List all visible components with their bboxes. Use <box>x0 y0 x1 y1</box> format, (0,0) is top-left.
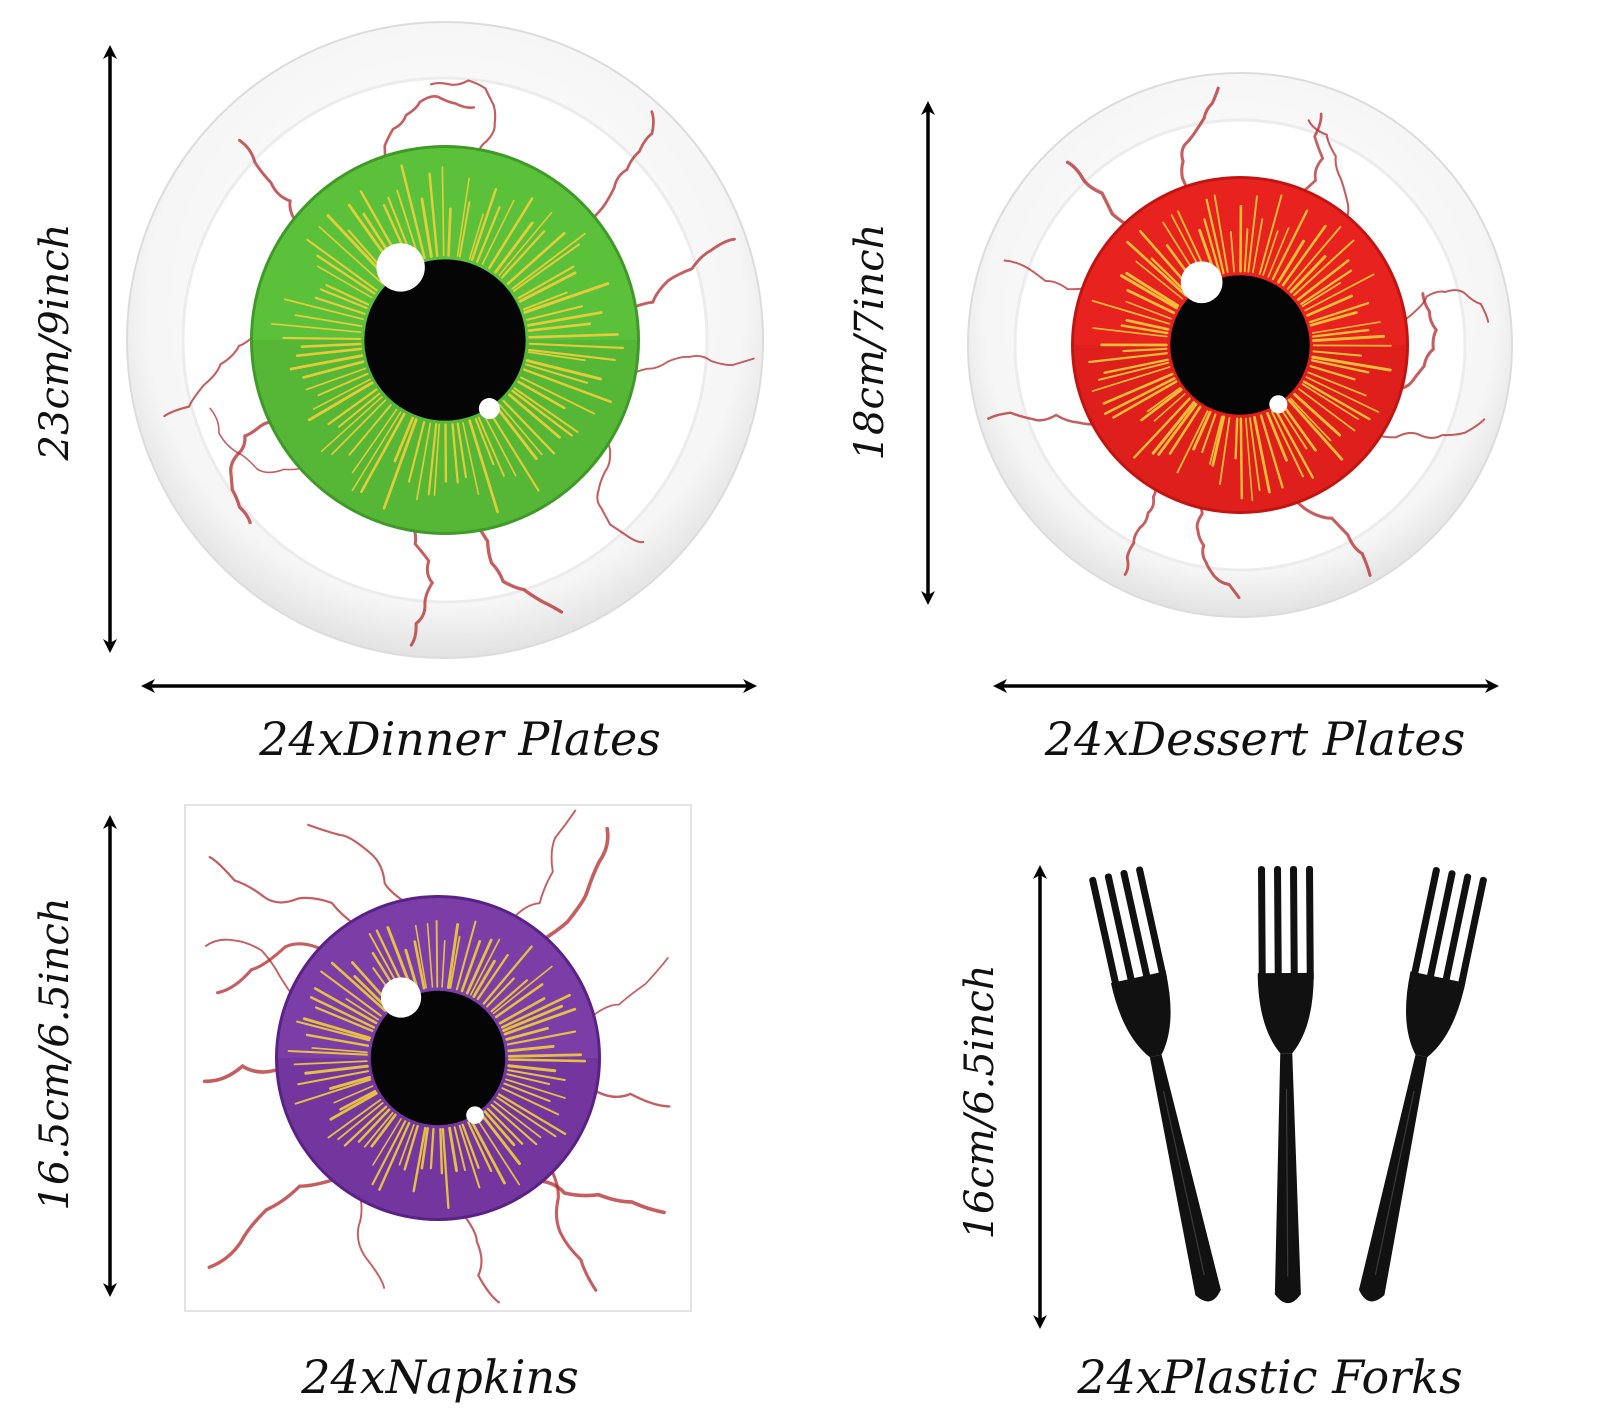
highlight <box>376 243 425 292</box>
fork <box>1358 867 1487 1302</box>
plastic-forks <box>1089 865 1487 1304</box>
green-eye-iris <box>250 145 640 535</box>
purple-eye-iris <box>275 895 601 1221</box>
highlight-small <box>478 398 500 420</box>
fork-size-label: 16cm/6.5inch <box>957 964 1003 1240</box>
vein-pattern <box>202 809 671 1304</box>
fork <box>1089 866 1221 1302</box>
napkins-caption: 24xNapkins <box>301 1350 579 1404</box>
fork <box>1257 865 1314 1304</box>
pupil <box>1170 275 1310 415</box>
dinner-size-label: 23cm/9inch <box>32 223 78 461</box>
dinner-plates-caption: 24xDinner Plates <box>259 712 661 766</box>
napkin-size-label: 16.5cm/6.5inch <box>32 897 78 1211</box>
dessert-plate <box>967 72 1513 618</box>
dessert-size-label: 18cm/7inch <box>847 223 893 461</box>
vein-pattern <box>163 79 755 647</box>
highlight-small <box>466 1106 484 1124</box>
highlight-small <box>1269 395 1288 414</box>
red-eye-iris <box>1071 176 1409 514</box>
dinner-plate <box>126 21 764 659</box>
pupil <box>370 990 506 1126</box>
highlight <box>380 977 422 1018</box>
iris-rays <box>1088 194 1392 502</box>
highlight <box>1180 261 1223 304</box>
vein-pattern <box>987 86 1490 600</box>
napkin <box>184 804 692 1312</box>
dessert-plates-caption: 24xDessert Plates <box>1044 712 1466 766</box>
pupil <box>364 259 526 421</box>
plastic-forks-caption: 24xPlastic Forks <box>1077 1350 1463 1404</box>
